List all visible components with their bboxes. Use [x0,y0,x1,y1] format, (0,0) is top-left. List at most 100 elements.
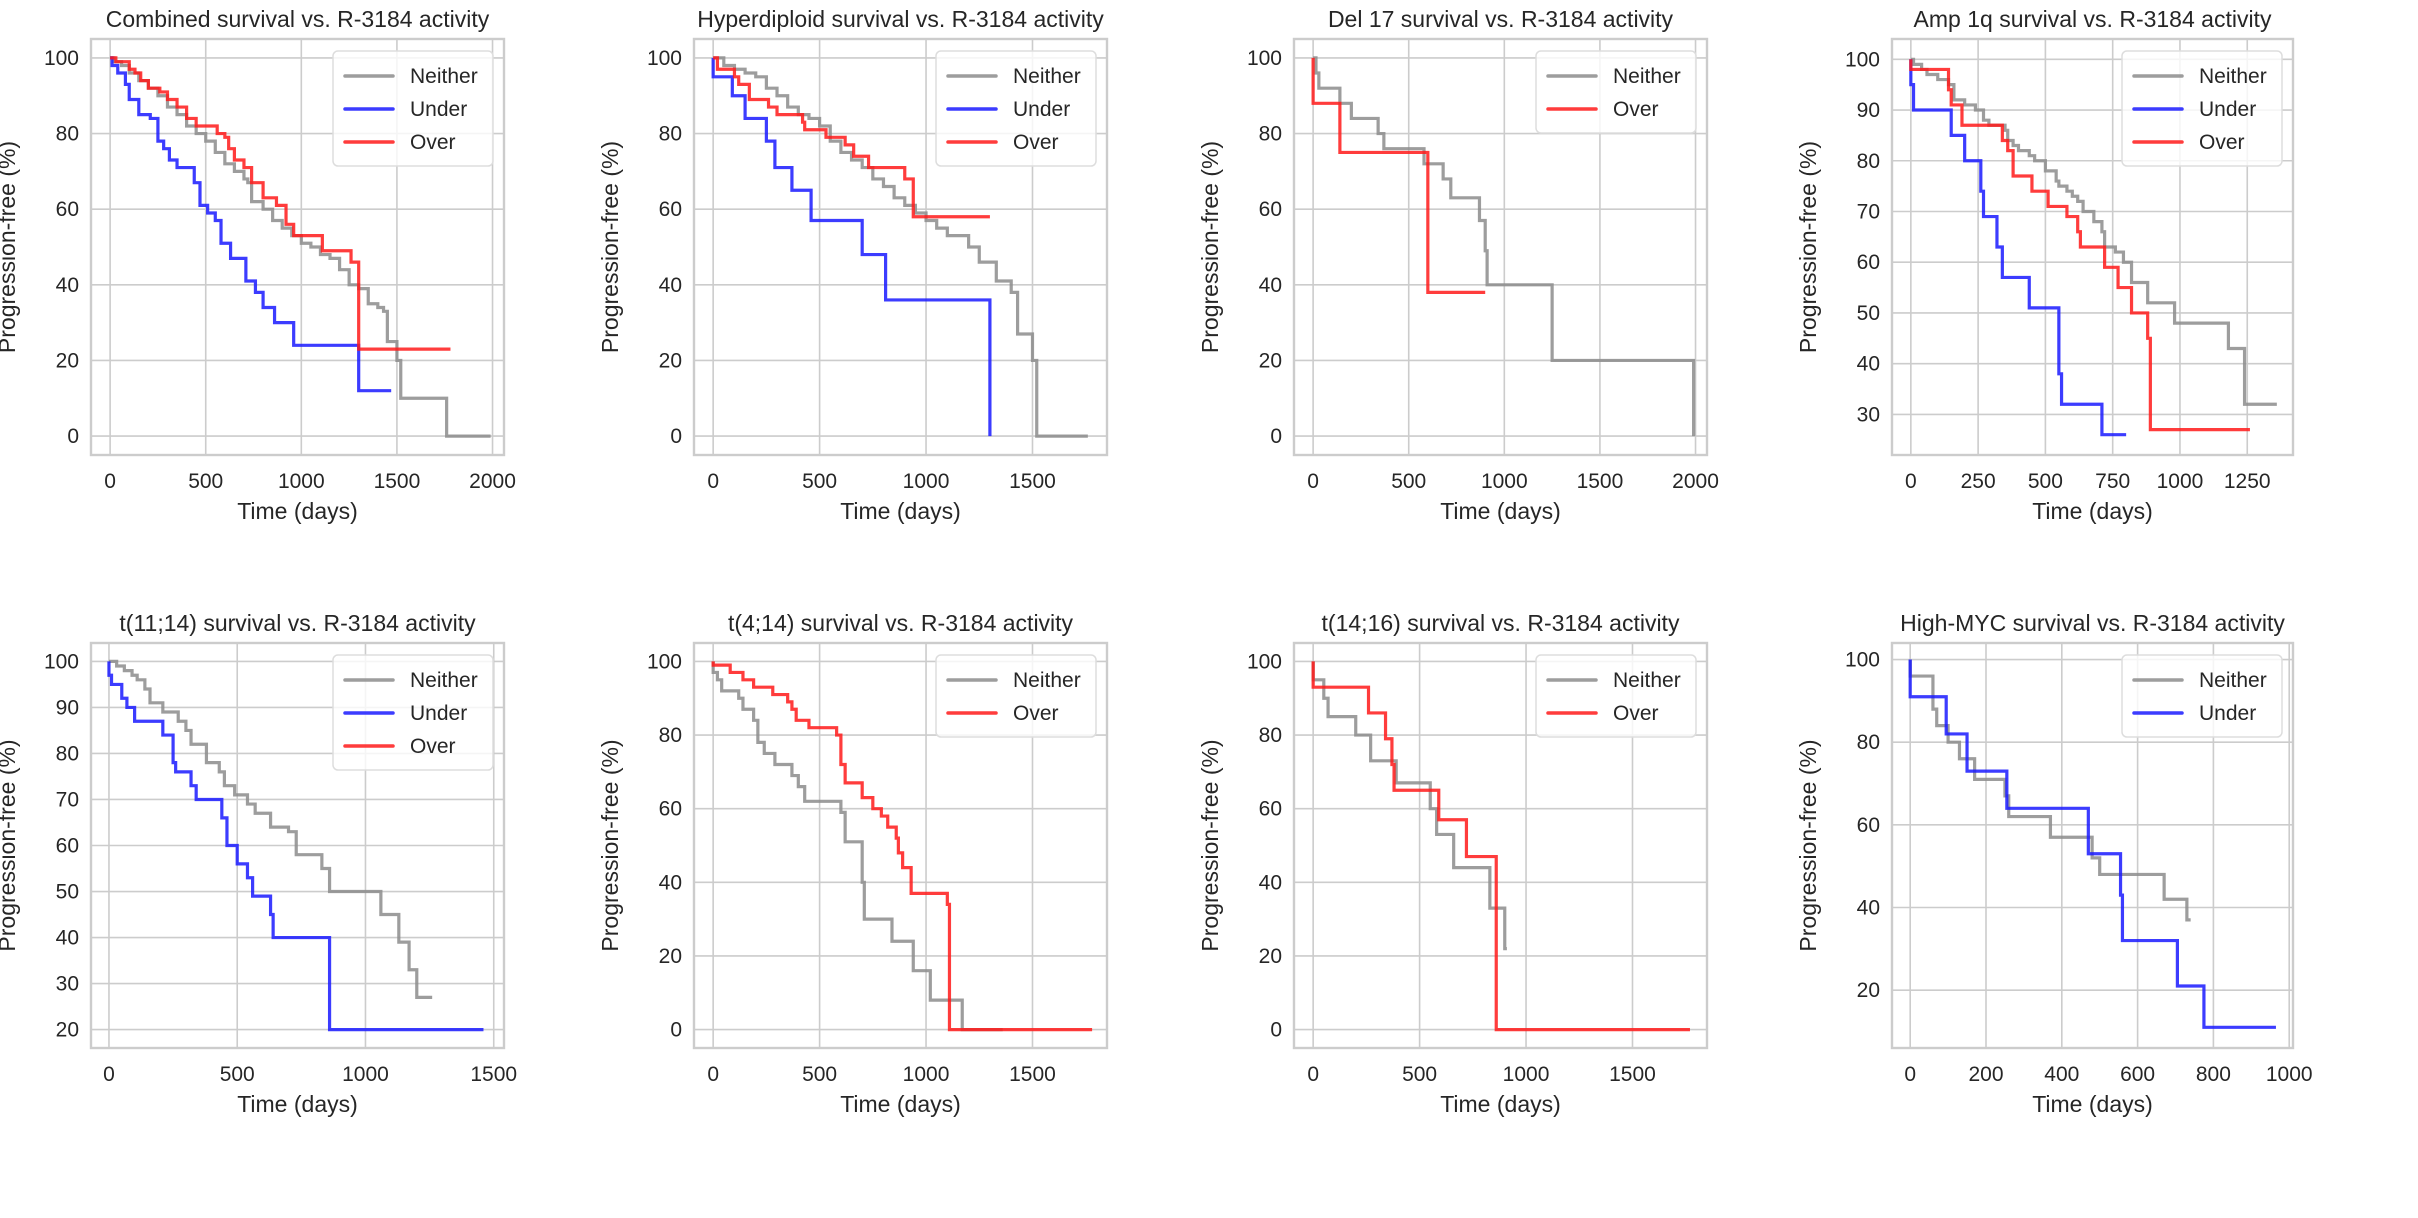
x-axis-label: Time (days) [2032,1091,2153,1117]
x-tick-label: 1000 [2157,470,2204,493]
y-tick-label: 90 [1857,99,1880,122]
y-tick-label: 70 [1857,200,1880,223]
legend-box [935,50,1097,167]
x-tick-label: 0 [1904,1063,1916,1086]
legend-label-neither: Neither [1013,669,1081,692]
legend-label-under: Under [2199,702,2256,725]
y-tick-label: 80 [1857,731,1880,754]
legend: Neither Over [1535,654,1697,738]
y-tick-label: 40 [1857,896,1880,919]
x-tick-label: 600 [2120,1063,2155,1086]
x-tick-label: 1500 [470,1063,517,1086]
legend: Neither Under Over [332,50,494,167]
legend-label-over: Over [1613,98,1659,121]
chart-title: Amp 1q survival vs. R-3184 activity [1914,6,2272,32]
y-tick-label: 20 [56,349,79,372]
y-tick-label: 60 [1259,798,1282,821]
x-tick-label: 1500 [1609,1063,1656,1086]
y-tick-label: 80 [1259,724,1282,747]
x-tick-label: 1000 [1503,1063,1550,1086]
y-tick-label: 100 [647,650,682,673]
legend-label-neither: Neither [410,65,478,88]
x-tick-label: 1500 [1009,470,1056,493]
chart-title: Del 17 survival vs. R-3184 activity [1328,6,1674,32]
panel-t4_14: 0 500 1000 1500 0 20 40 60 80 100 t(4;14) survival… [597,610,1109,1117]
legend-label-under: Under [410,702,467,725]
y-axis-label: Progression-free (%) [597,739,623,951]
y-axis-label: Progression-free (%) [1197,141,1223,353]
legend-label-over: Over [410,735,456,758]
legend: Neither Under [2121,654,2283,738]
x-tick-label: 500 [188,470,223,493]
series-line-under [1909,59,2127,437]
y-tick-label: 100 [44,47,79,70]
y-tick-label: 100 [44,650,79,673]
series-line-neither [711,661,1003,1032]
x-tick-label: 800 [2196,1063,2231,1086]
panel-t11_14: 0 500 1000 1500 20 30 40 50 60 70 80 90 100 t(11;14) … [0,610,517,1117]
legend-label-neither: Neither [410,669,478,692]
x-tick-label: 1500 [1577,470,1624,493]
series-line-under [711,57,992,437]
x-axis-label: Time (days) [2032,498,2153,524]
series-line-under [110,56,392,393]
legend-label-over: Over [410,131,456,154]
y-tick-label: 0 [67,425,79,448]
chart-title: Combined survival vs. R-3184 activity [106,6,490,32]
series-line-neither [110,56,491,438]
series-line-over [713,56,990,219]
y-tick-label: 80 [659,724,682,747]
y-tick-label: 60 [1857,251,1880,274]
x-tick-label: 500 [2028,470,2063,493]
legend-label-under: Under [2199,98,2256,121]
y-tick-label: 100 [1845,649,1880,672]
series-line-over [1311,57,1486,294]
x-tick-label: 750 [2095,470,2130,493]
panel-amp1q: 0 250 500 750 1000 1250 30 40 50 60 70 80 90 100 Amp 1… [1795,6,2295,524]
y-tick-label: 60 [1857,814,1880,837]
legend-label-neither: Neither [1613,65,1681,88]
legend-box [2121,50,2283,167]
y-tick-label: 20 [659,945,682,968]
legend-box [1535,50,1697,134]
y-tick-label: 80 [659,123,682,146]
x-axis-label: Time (days) [237,1091,358,1117]
y-tick-label: 50 [56,881,79,904]
y-tick-label: 40 [1259,274,1282,297]
axes-frame [692,37,1109,457]
chart-title: Hyperdiploid survival vs. R-3184 activit… [697,6,1104,32]
chart-title: t(14;16) survival vs. R-3184 activity [1322,610,1680,636]
legend-label-neither: Neither [1613,669,1681,692]
series-line-neither [1908,659,2191,922]
y-tick-label: 40 [659,871,682,894]
x-tick-label: 1000 [903,470,950,493]
x-tick-label: 1250 [2224,470,2271,493]
x-tick-label: 1000 [2266,1063,2313,1086]
y-tick-label: 80 [1857,150,1880,173]
legend-box [332,50,494,167]
panel-combined: 0 500 1000 1500 2000 0 20 40 60 80 100 Combined sur… [0,6,516,524]
panel-del17: 0 500 1000 1500 2000 0 20 40 60 80 100 Del 17 survi… [1197,6,1719,524]
series-line-over [711,661,1093,1032]
legend-label-over: Over [1013,131,1059,154]
panel-hyperdiploid: 0 500 1000 1500 0 20 40 60 80 100 Hyperdiploid sur… [597,6,1109,524]
y-tick-label: 0 [670,425,682,448]
x-axis-label: Time (days) [1440,498,1561,524]
legend: Neither Over [1535,50,1697,134]
x-tick-label: 500 [1391,470,1426,493]
x-tick-label: 0 [1905,470,1917,493]
x-tick-label: 250 [1961,470,1996,493]
x-tick-label: 500 [220,1063,255,1086]
legend-box [1535,654,1697,738]
legend-label-neither: Neither [1013,65,1081,88]
series-line-neither [713,56,1088,438]
x-tick-label: 400 [2044,1063,2079,1086]
axes-frame [1890,641,2295,1050]
y-tick-label: 100 [1247,47,1282,70]
series-line-over [110,56,451,351]
x-tick-label: 1000 [278,470,325,493]
y-axis-label: Progression-free (%) [597,141,623,353]
chart-title: High-MYC survival vs. R-3184 activity [1900,610,2285,636]
legend-label-over: Over [2199,131,2245,154]
legend: Neither Under Over [935,50,1097,167]
